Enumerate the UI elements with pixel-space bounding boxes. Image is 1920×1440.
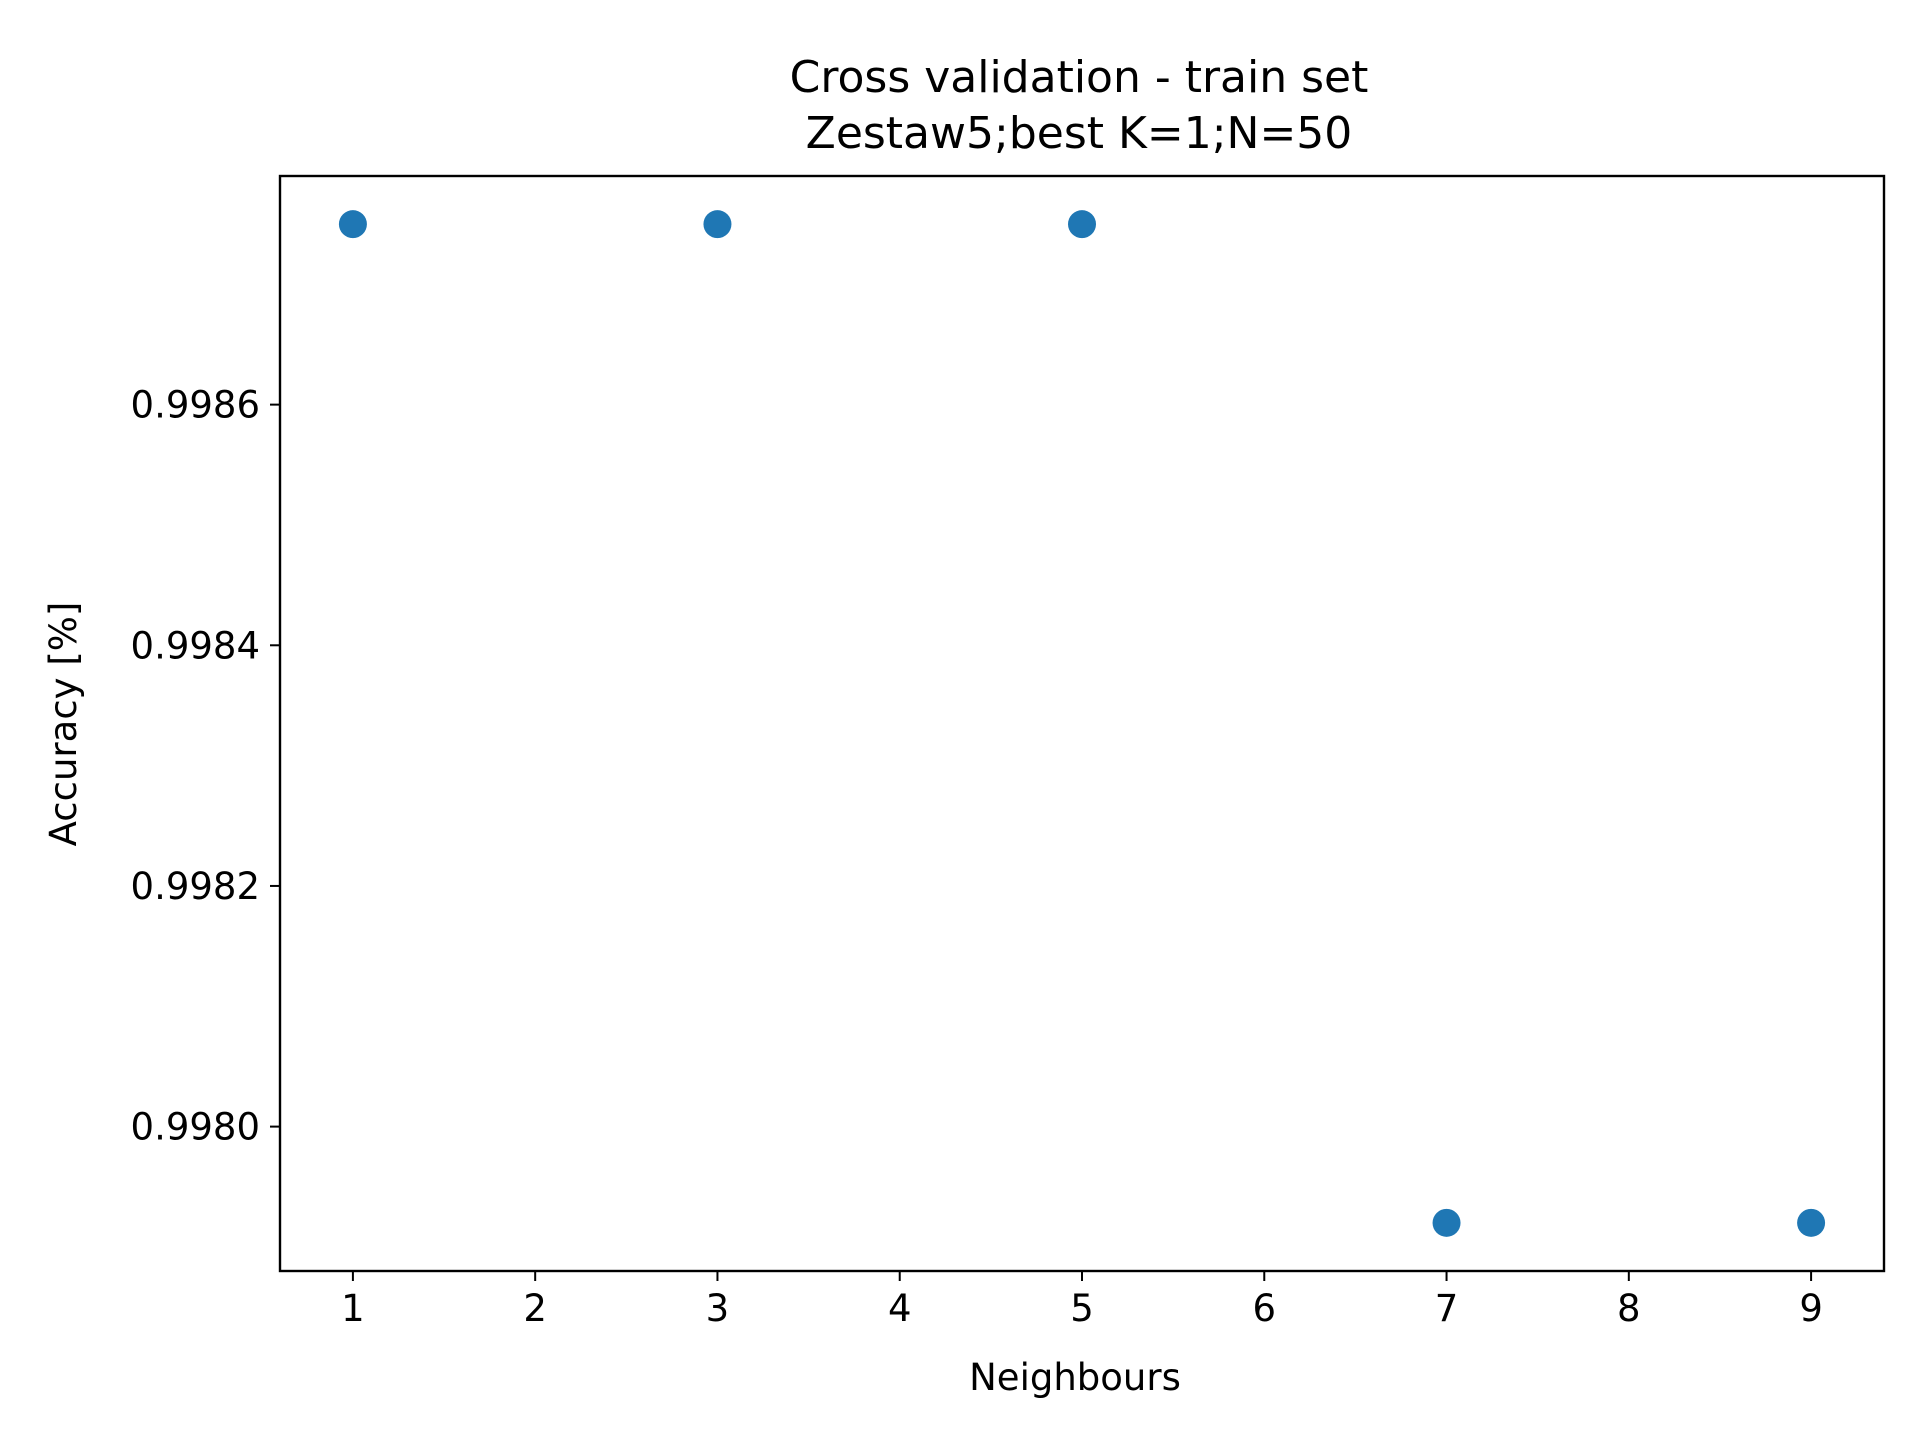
y-tick-label: 0.9986 [131, 384, 260, 427]
x-tick-label: 7 [1435, 1287, 1459, 1330]
chart-title: Cross validation - train set [790, 52, 1369, 103]
x-axis-label: Neighbours [969, 1356, 1181, 1399]
x-tick-label: 9 [1799, 1287, 1823, 1330]
y-axis: 0.9980 0.9982 0.9984 0.9986 [131, 384, 280, 1149]
x-tick-label: 8 [1617, 1287, 1641, 1330]
x-tick-label: 4 [888, 1287, 912, 1330]
data-series [338, 210, 1826, 1237]
chart-subtitle: Zestaw5;best K=1;N=50 [806, 108, 1353, 159]
data-point [1432, 1208, 1461, 1237]
x-tick-label: 5 [1070, 1287, 1094, 1330]
data-point [1797, 1208, 1826, 1237]
y-tick-label: 0.9982 [131, 865, 260, 908]
x-tick-label: 6 [1252, 1287, 1276, 1330]
x-axis: 1 2 3 4 5 6 7 8 9 [341, 1271, 1823, 1330]
x-tick-label: 2 [523, 1287, 547, 1330]
y-tick-label: 0.9984 [131, 624, 260, 667]
data-point [1068, 210, 1096, 239]
data-point [338, 210, 367, 239]
x-tick-label: 1 [341, 1287, 365, 1330]
data-point [703, 210, 732, 239]
x-tick-label: 3 [706, 1287, 730, 1330]
y-axis-label: Accuracy [%] [42, 602, 85, 847]
y-tick-label: 0.9980 [131, 1106, 260, 1149]
